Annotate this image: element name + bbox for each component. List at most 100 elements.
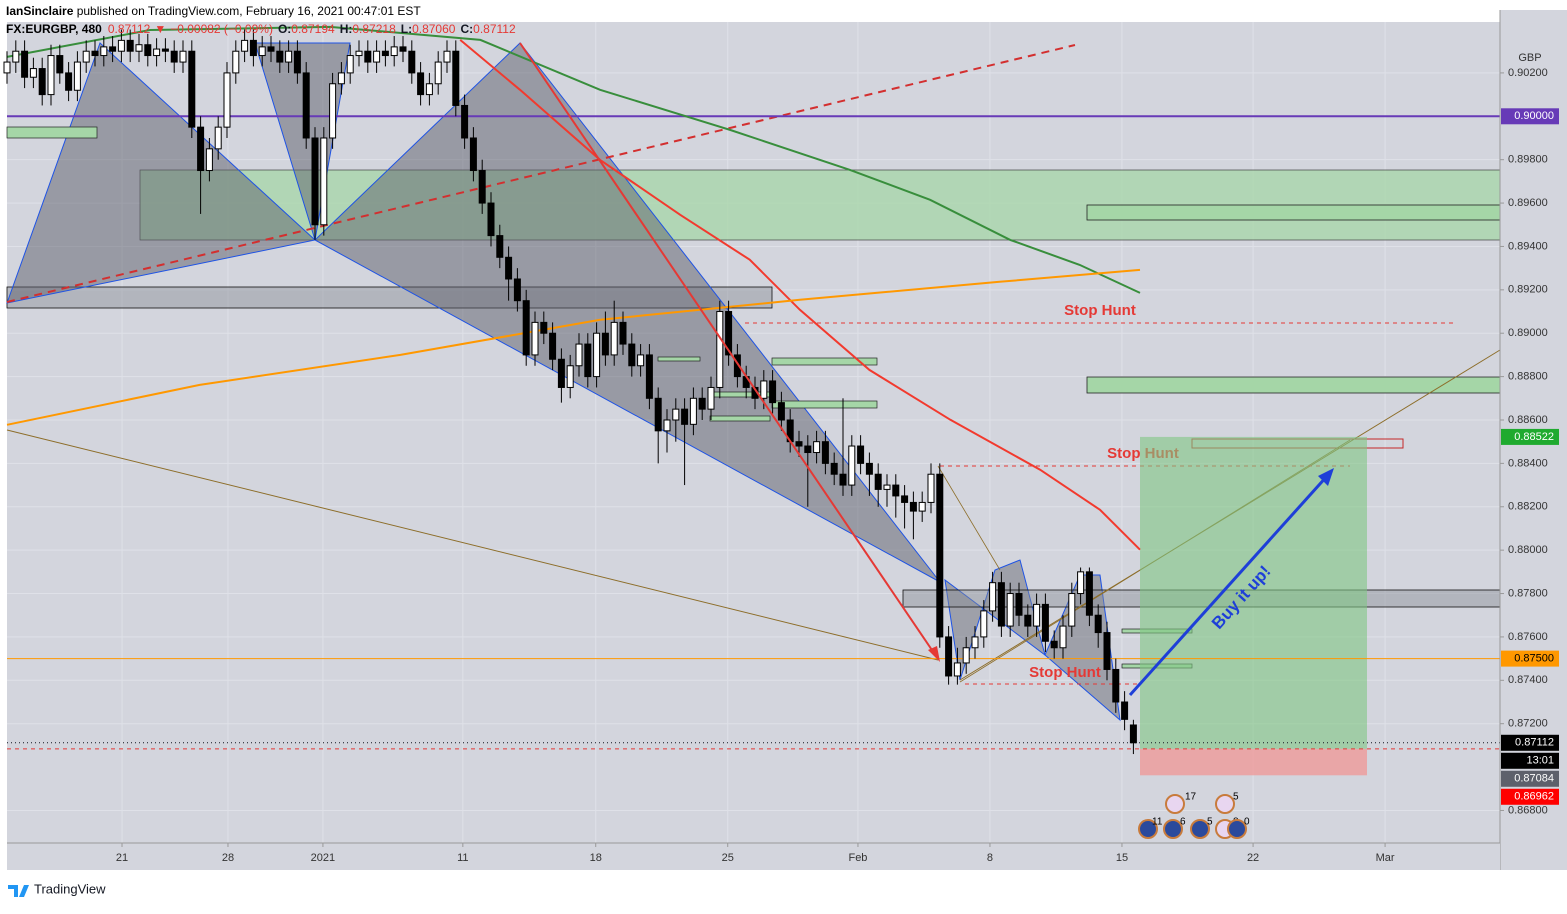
candle-body: [795, 441, 803, 447]
symbol-line: FX:EURGBP, 480 0.87112 ▼ −0.00082 (−0.09%) O…: [6, 22, 516, 36]
candle-body: [302, 72, 310, 139]
y-tick-label: 0.89400: [1508, 240, 1548, 252]
y-tick-label: 0.87200: [1508, 718, 1548, 730]
candle-body: [645, 354, 653, 399]
position: [7, 436, 1500, 776]
event-count: 0: [1244, 817, 1250, 828]
candle-body: [1103, 632, 1111, 670]
price-tag-label: 0.86962: [1514, 791, 1554, 803]
price-tag: [1501, 734, 1559, 751]
candle-body: [170, 50, 178, 63]
pattern: [6, 42, 317, 304]
ohlc-value: 0.87218: [352, 22, 396, 36]
candle-body: [830, 462, 838, 475]
event-count: 5: [1233, 792, 1239, 803]
candle-body: [725, 311, 733, 356]
event-icon: [1215, 794, 1235, 814]
ohlc-label: O:: [278, 22, 291, 36]
candle-body: [373, 50, 381, 63]
event-icon: [1138, 819, 1158, 839]
candle-body: [469, 137, 477, 172]
x-tick-label: 15: [1116, 852, 1128, 864]
candle-body: [249, 39, 257, 57]
trend-line: [937, 465, 1001, 571]
lines: [6, 25, 1500, 744]
price-tag-label: 0.87112: [1515, 737, 1554, 749]
candle-body: [883, 484, 891, 490]
moving-average: [6, 268, 1141, 426]
candle-body: [1085, 571, 1093, 616]
candle-body: [320, 137, 328, 226]
zone: [657, 356, 701, 362]
candle-body: [980, 610, 988, 638]
candle-body: [117, 39, 125, 52]
y-tick-label: 0.89600: [1508, 197, 1548, 209]
candle-body: [109, 46, 117, 52]
candle-body: [698, 397, 706, 410]
candle-body: [21, 50, 29, 78]
candle-body: [38, 68, 46, 96]
candle-body: [857, 445, 865, 464]
y-tick-label: 0.88200: [1508, 501, 1548, 513]
x-tick-label: Mar: [1376, 852, 1395, 864]
candle-body: [496, 235, 504, 258]
candle-body: [311, 137, 319, 226]
candle-body: [390, 46, 398, 57]
candle-body: [892, 484, 900, 497]
candle-body: [1041, 603, 1049, 642]
change: −0.00082 (−0.09%): [170, 22, 273, 36]
candle-body: [153, 48, 161, 57]
candle-body: [672, 408, 680, 421]
target-zone: [1140, 436, 1367, 749]
y-tick-label: 0.89800: [1508, 154, 1548, 166]
zone: [709, 415, 771, 422]
price-tag: [1501, 770, 1559, 787]
x-tick-label: 2021: [311, 852, 335, 864]
event-icon: [1190, 819, 1210, 839]
candle-body: [1112, 668, 1120, 703]
candle-body: [364, 50, 372, 63]
candle-body: [3, 61, 11, 74]
zone: [771, 357, 878, 366]
candle-body: [381, 50, 389, 57]
x-tick-label: 28: [222, 852, 234, 864]
candle-body: [346, 55, 354, 74]
y-tick-label: 0.86800: [1508, 804, 1548, 816]
candle-body: [1129, 724, 1137, 744]
candle-body: [505, 256, 513, 280]
candle-body: [100, 46, 108, 57]
author: IanSinclaire: [6, 4, 74, 18]
y-tick-label: 0.88000: [1508, 544, 1548, 556]
candle-body: [285, 50, 293, 63]
footer-brand: TradingView: [34, 881, 106, 896]
drawings: Stop Hunt Stop Hunt Stop Hunt: [6, 42, 1501, 722]
arrow: [519, 42, 937, 657]
candle-body: [1094, 614, 1102, 634]
candle-body: [901, 495, 909, 503]
published: published on TradingView.com, February 1…: [73, 4, 421, 18]
price-tag-label: 0.90000: [1514, 110, 1554, 122]
candle-body: [557, 358, 565, 388]
candle-body: [848, 445, 856, 486]
logo: [8, 885, 29, 897]
candle-body: [681, 408, 689, 425]
candle-body: [1006, 593, 1014, 627]
zone: [1086, 204, 1501, 221]
candle-body: [962, 647, 970, 664]
candle-body: [205, 148, 213, 172]
candle-body: [584, 343, 592, 378]
candle-body: [329, 83, 337, 139]
x-tick-label: 11: [457, 852, 468, 864]
arrow-head: [928, 646, 940, 662]
candle-body: [927, 473, 935, 503]
candle-body: [161, 48, 169, 52]
candle-body: [267, 46, 275, 52]
annotation: Stop Hunt: [1064, 302, 1136, 319]
candle-body: [91, 50, 99, 57]
candle-body: [874, 473, 882, 490]
candle-body: [628, 343, 636, 367]
candle-body: [716, 311, 724, 388]
candle-body: [549, 332, 557, 360]
x-tick-label: 21: [116, 852, 128, 864]
candle-body: [408, 50, 416, 74]
